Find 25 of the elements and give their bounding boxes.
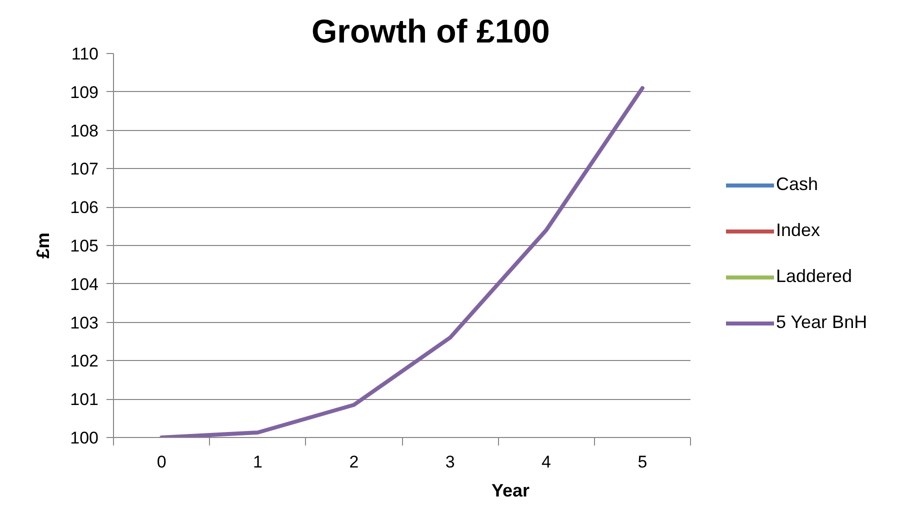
legend-label: Cash xyxy=(776,174,818,195)
y-tick-label: 104 xyxy=(70,274,99,294)
x-tick-label: 1 xyxy=(253,452,262,472)
y-tick-label: 108 xyxy=(70,121,99,140)
x-tick-label: 4 xyxy=(542,452,551,472)
legend-label: 5 Year BnH xyxy=(776,312,868,333)
x-tick-label: 3 xyxy=(445,452,455,472)
legend-label: Laddered xyxy=(776,266,852,287)
x-axis-title: Year xyxy=(491,480,530,500)
y-tick-label: 100 xyxy=(70,428,99,448)
x-tick-label: 5 xyxy=(638,452,648,472)
y-tick-label: 103 xyxy=(70,313,99,332)
y-tick-label: 105 xyxy=(70,236,99,256)
y-tick-label: 109 xyxy=(70,82,99,102)
legend-label: Index xyxy=(776,220,820,241)
chart-title: Growth of £100 xyxy=(312,12,550,50)
x-tick-label: 0 xyxy=(156,452,166,472)
y-tick-label: 110 xyxy=(71,44,99,64)
x-tick-label: 2 xyxy=(349,452,359,472)
y-axis-title: £m xyxy=(33,232,54,259)
y-tick-label: 101 xyxy=(70,390,99,410)
y-tick-label: 107 xyxy=(70,160,99,179)
y-tick-label: 106 xyxy=(70,198,99,218)
y-tick-label: 102 xyxy=(70,352,99,371)
line-series xyxy=(160,86,644,438)
